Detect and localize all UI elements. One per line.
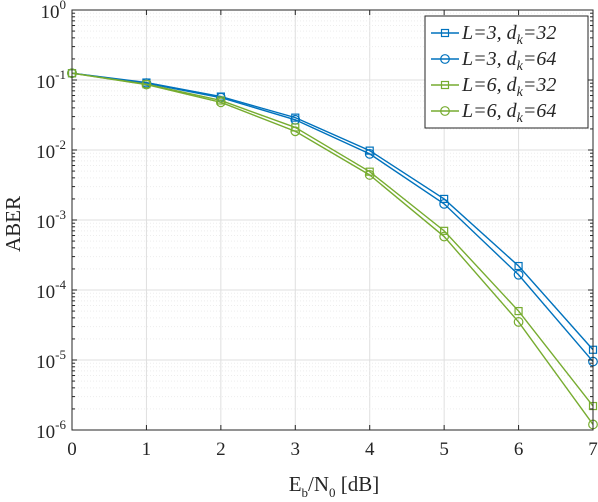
x-tick-label: 3: [291, 439, 301, 460]
legend-label: L=3, dk=64: [461, 48, 556, 74]
legend-entry: L=6, dk=64: [431, 100, 556, 126]
legend-label: L=3, dk=32: [461, 22, 556, 48]
data-point: [290, 126, 301, 137]
axis-ticks: [71, 9, 594, 431]
data-point: [364, 148, 375, 159]
x-tick-label: 2: [216, 439, 226, 460]
legend-swatch-marker: [440, 80, 450, 90]
y-tick-label: 10-3: [36, 207, 66, 233]
legend-swatch-marker: [440, 106, 450, 116]
data-point: [141, 79, 152, 90]
legend-swatch-marker: [440, 28, 450, 38]
x-tick-label: 0: [67, 439, 77, 460]
data-point: [440, 194, 449, 204]
data-point: [439, 231, 450, 242]
legend: L=3, dk=32L=3, dk=64L=6, dk=32L=6, dk=64: [424, 15, 589, 129]
y-axis-title: ABER: [1, 196, 25, 252]
y-tick-label: 10-4: [36, 277, 66, 303]
legend-label: L=6, dk=64: [461, 100, 556, 126]
series-line: [71, 72, 594, 425]
data-point: [364, 170, 375, 180]
x-tick-label: 4: [365, 439, 375, 460]
series-line: [71, 72, 594, 351]
data-point: [514, 261, 523, 271]
data-point: [439, 198, 450, 209]
x-tick-label: 7: [588, 439, 598, 460]
x-axis-title: Eb/N0 [dB]: [289, 472, 380, 500]
data-point: [513, 269, 524, 280]
legend-box: [424, 15, 589, 129]
legend-label: L=6, dk=32: [461, 74, 556, 100]
series-layer: [67, 68, 598, 430]
data-point: [513, 317, 524, 327]
data-point: [215, 97, 226, 108]
y-tick-label: 10-1: [36, 67, 66, 93]
data-point: [514, 306, 523, 316]
x-tick-label: 6: [514, 439, 524, 460]
legend-swatch-marker: [440, 54, 450, 64]
x-tick-label: 5: [439, 439, 449, 460]
y-tick-label: 10-5: [36, 347, 66, 373]
legend-entry: L=6, dk=32: [431, 74, 556, 100]
y-tick-label: 10-6: [36, 417, 66, 443]
y-tick-labels: 100 10-1 10-2 10-3 10-4 10-5 10-6: [36, 0, 66, 443]
x-tick-labels: 0 1 2 3 4 5 6 7: [67, 439, 598, 460]
legend-entry: L=3, dk=32: [431, 22, 556, 48]
y-tick-label: 10-2: [36, 137, 66, 163]
legend-entry: L=3, dk=64: [431, 48, 556, 74]
series-line: [71, 72, 594, 363]
data-point: [440, 226, 449, 235]
y-tick-label: 100: [41, 0, 67, 23]
x-tick-label: 1: [142, 439, 152, 460]
